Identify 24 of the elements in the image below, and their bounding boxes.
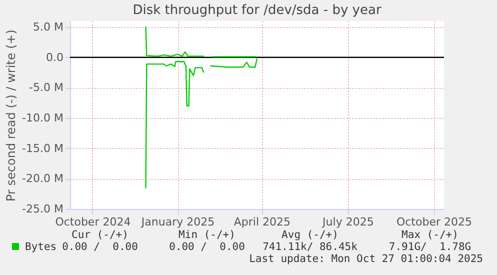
text: Avg (-/+) — [282, 229, 338, 241]
x-tick-label: July 2025 — [322, 216, 374, 228]
y-tick-label: 5.0 M — [33, 20, 64, 34]
y-tick-label: -20.0 M — [22, 172, 64, 186]
x-tick-label: October 2025 — [396, 216, 472, 228]
x-tick-label: April 2025 — [234, 216, 290, 228]
text: 741.11k/ 86.45k — [262, 241, 358, 253]
legend-label: Bytes — [25, 241, 57, 253]
x-tick-label: October 2024 — [55, 216, 131, 228]
text: 7.91G/ 1.78G — [388, 241, 472, 253]
text: Min (-/+) — [178, 229, 236, 241]
y-tick-label: -10.0 M — [22, 112, 64, 125]
x-tick-label: January 2025 — [140, 216, 215, 228]
y-tick-label: -5.0 M — [29, 81, 64, 94]
text: Last update: Mon Oct 27 01:00:04 2025 — [249, 253, 483, 265]
text: Max (-/+) — [402, 229, 458, 241]
y-tick-label: -25.0 M — [22, 202, 64, 216]
y-tick-label: -15.0 M — [22, 142, 64, 155]
text: 0.00 / 0.00 — [169, 241, 245, 253]
chart-title: Disk throughput for /dev/sda - by year — [132, 3, 382, 18]
text: 0.00 / 0.00 — [62, 241, 138, 253]
text: Cur (-/+) — [72, 229, 128, 241]
y-axis-title: Pr second read (-) / write (+) — [4, 30, 18, 202]
y-tick-label: 0.0 — [46, 50, 64, 64]
